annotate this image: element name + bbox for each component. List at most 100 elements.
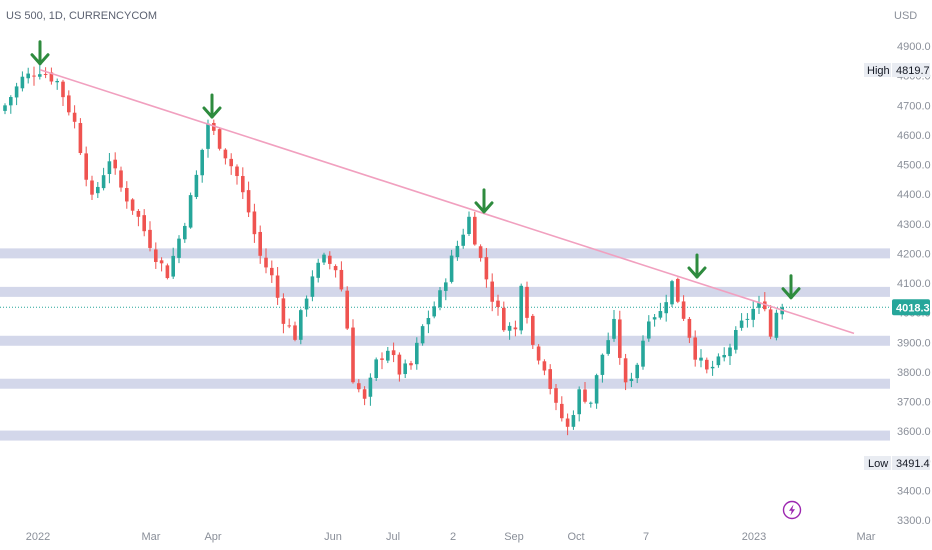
candle-body [728,347,732,357]
candle-body [397,354,402,375]
high-value-box [892,63,930,77]
x-tick-label: Oct [567,531,584,543]
candle-body [745,318,750,320]
time-axis[interactable]: 2022 Mar Apr Jun Jul 2 Sep Oct 7 2023 Mar [26,531,876,543]
candle-body [519,285,523,331]
candle-body [217,129,222,149]
candlestick-series [3,65,784,436]
x-tick-label: Jun [324,531,342,543]
candle-body [43,73,48,75]
candle-body [531,315,535,345]
candle-body [542,361,547,371]
candle-body [560,403,564,419]
candle-body [3,105,7,111]
candle-body [299,310,303,340]
candle-body [693,337,697,360]
candle-body [467,216,471,234]
support-resistance-zones [0,248,890,441]
candle-body [200,149,204,176]
candle-body [676,278,680,302]
candle-body [635,364,639,379]
candle-body [461,234,465,246]
candle-body [699,357,703,361]
candle-body [183,225,187,240]
candle-body [142,215,146,232]
y-tick-label: 3700.0 [897,397,931,409]
high-label: High [867,65,890,77]
candle-body [565,418,570,427]
candle-body [14,86,19,98]
candle-body [426,318,431,325]
flash-icon-ring [782,500,802,520]
candle-body [49,72,54,82]
candle-body [206,123,210,149]
candle-body [9,97,13,106]
candle-body [606,340,610,354]
candle-body [84,153,88,180]
candle-body [333,266,338,271]
candle-body [409,363,413,366]
candle-body [449,255,454,282]
candle-body [113,159,117,169]
y-tick-label: 4700.0 [897,100,931,112]
peak-arrows [30,40,801,300]
peak-arrow [687,253,707,279]
candle-body [293,325,297,340]
candle-body [101,175,106,189]
candle-body [148,229,152,248]
high-marker: High 4819.7 [864,63,930,77]
price-axis[interactable]: 3300.03400.03500.03600.03700.03800.03900… [897,41,931,527]
zone-band [0,335,890,346]
x-tick-label: 2 [450,531,456,543]
y-tick-label: 4100.0 [897,278,931,290]
candle-body [432,306,436,317]
candle-body [757,302,761,308]
candle-body [478,246,483,258]
candle-body [403,363,407,375]
candle-body [67,95,71,113]
candle-body [322,254,326,263]
candle-body [710,366,715,369]
peak-arrow [30,40,50,66]
candle-body [600,354,605,375]
candle-body [774,312,779,338]
candle-body [165,265,170,279]
candle-body [304,298,309,310]
candle-body [223,149,228,159]
candle-body [751,308,755,320]
candle-body [130,199,135,211]
y-tick-label: 3900.0 [897,337,931,349]
flash-icon[interactable] [782,500,802,520]
x-tick-label: Mar [857,531,876,543]
candle-body [90,180,94,195]
candle-body [507,325,512,331]
candle-body [125,188,129,202]
peak-arrow [202,93,222,119]
y-tick-label: 4600.0 [897,130,931,142]
descending-trendline [39,68,855,335]
x-tick-label: Jul [386,531,400,543]
candle-body [310,276,315,297]
candle-body [612,318,616,339]
candle-body [554,388,558,403]
candle-body [368,377,373,397]
candle-body [548,369,552,389]
candle-body [536,346,541,361]
candle-body [768,309,773,337]
last-price-marker: 4018.3 [892,299,930,316]
candle-body [739,320,744,328]
candle-body [96,186,100,194]
low-value-box [892,456,930,470]
candle-body [391,350,396,356]
candle-body [380,358,384,360]
candle-body [687,318,692,338]
candle-body [194,174,199,197]
y-tick-label: 4200.0 [897,248,931,260]
candle-body [444,282,448,291]
candle-body [525,286,529,318]
candle-body [72,112,77,122]
candle-body [246,190,251,213]
candle-body [20,76,25,89]
candle-body [415,342,419,365]
